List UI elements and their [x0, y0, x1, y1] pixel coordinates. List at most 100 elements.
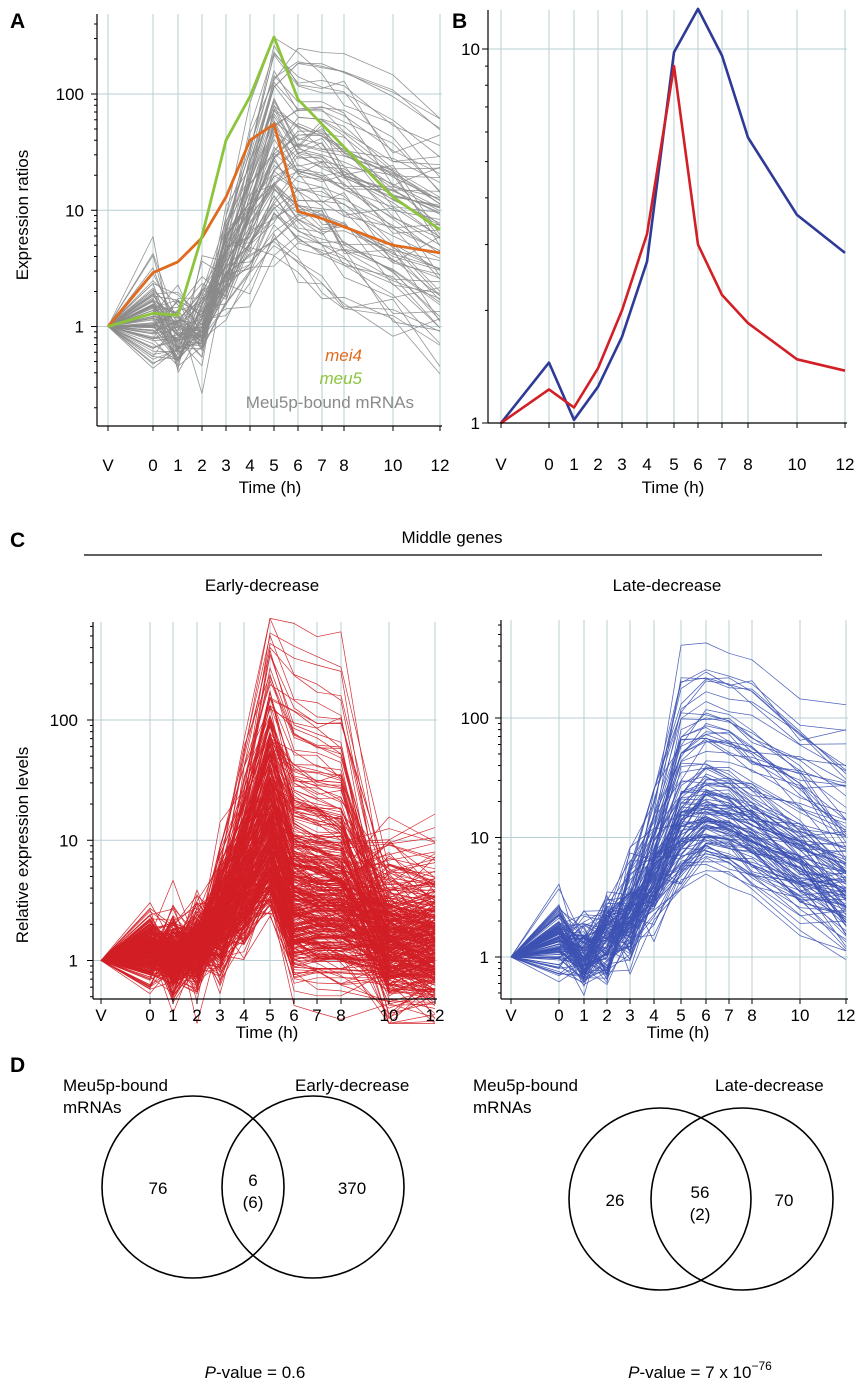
venn-right-set-a-line2: mRNAs	[473, 1098, 532, 1117]
legend-meu5: meu5	[319, 369, 362, 388]
early-decrease-gene-line	[100, 825, 436, 979]
late-decrease-gene-line	[510, 718, 847, 958]
early-decrease-gene-line	[100, 832, 436, 966]
bound-mrna-line	[107, 106, 441, 327]
panel-c-right-y-tick-label: 100	[461, 709, 489, 728]
early-decrease-gene-line	[100, 854, 436, 987]
early-decrease-gene-line	[100, 788, 436, 1024]
venn-left-set-a-line1: Meu5p-bound	[63, 1076, 168, 1095]
early-decrease-gene-line	[100, 869, 436, 961]
panel-b-x-tick-label: 3	[617, 455, 626, 474]
late-decrease-gene-line	[510, 789, 847, 958]
late-decrease-gene-line	[510, 701, 847, 975]
late-decrease-gene-line	[510, 844, 847, 958]
venn-right-only-b: 70	[775, 1191, 794, 1210]
venn-left-circle-a	[101, 1095, 285, 1279]
early-decrease-gene-line	[100, 902, 436, 982]
panel-b-x-tick-label: 8	[743, 455, 752, 474]
panel-a-y-tick-label: 100	[56, 85, 84, 104]
venn-left-pvalue-p: P	[205, 1363, 217, 1382]
early-decrease-gene-line	[100, 893, 436, 997]
panel-c-left-xlabel: Time (h)	[236, 1023, 299, 1042]
bound-mrna-line	[107, 170, 441, 355]
panel-c-letter: C	[10, 529, 25, 552]
panel-a-xlabel: Time (h)	[239, 478, 302, 497]
venn-left-only-b: 370	[338, 1179, 366, 1198]
panel-a-x-tick-label: 10	[384, 456, 403, 475]
panel-b-x-tick-label: 5	[669, 455, 678, 474]
bound-mrna-line	[107, 85, 441, 327]
panel-c-left-x-tick-label: 5	[265, 1006, 274, 1025]
late-decrease-gene-line	[510, 712, 847, 961]
venn-right-both: 56	[691, 1183, 710, 1202]
late-decrease-gene-line	[510, 642, 847, 958]
panel-a-x-tick-label: 5	[269, 456, 278, 475]
bound-mrna-line	[107, 213, 441, 331]
late-decrease-gene-line	[510, 723, 847, 958]
early-decrease-gene-line	[100, 899, 436, 1020]
panel-a-x-tick-label: 8	[339, 456, 348, 475]
early-decrease-gene-line	[100, 872, 436, 981]
panel-b-x-tick-label: 0	[544, 455, 553, 474]
venn-right-circle-b	[650, 1107, 834, 1291]
late-decrease-gene-line	[510, 801, 847, 964]
panel-c-right-x-tick-label: V	[505, 1006, 517, 1025]
panel-c-right-x-tick-label: 0	[554, 1006, 563, 1025]
mei4-line	[106, 122, 441, 328]
late-decrease-gene-line	[510, 870, 847, 981]
panel-a-x-tick-label: 2	[197, 456, 206, 475]
late-decrease-gene-line	[510, 842, 847, 974]
panel-c-left-x-tick-label: 1	[168, 1006, 177, 1025]
panel-b-letter: B	[452, 10, 467, 33]
early-decrease-gene-line	[100, 754, 436, 974]
venn-left-only-a: 76	[149, 1179, 168, 1198]
late-decrease-gene-line	[510, 840, 847, 983]
bound-mrna-line	[107, 63, 441, 327]
panel-c-left-x-tick-label: V	[95, 1006, 107, 1025]
panel-c-right-x-tick-label: 7	[724, 1006, 733, 1025]
panel-c-right-x-tick-label: 12	[837, 1006, 856, 1025]
panel-c-right-x-tick-label: 5	[676, 1006, 685, 1025]
early-decrease-gene-line	[100, 643, 436, 972]
late-decrease-gene-line	[510, 767, 847, 958]
late-decrease-gene-line	[510, 738, 847, 976]
venn-right: Meu5p-bound mRNAs Late-decrease 26 56 (2…	[473, 1076, 834, 1382]
late-decrease-gene-line	[510, 677, 847, 958]
venn-left-pvalue: P-value = 0.6	[205, 1363, 306, 1382]
panel-a-x-tick-label: 3	[221, 456, 230, 475]
bound-mrna-line	[107, 148, 441, 343]
early-decrease-gene-line	[100, 850, 436, 982]
panel-b-x-tick-label: V	[495, 455, 507, 474]
early-decrease-gene-line	[100, 838, 436, 961]
panel-c-right-y-tick-label: 1	[480, 948, 489, 967]
legend-mei4: mei4	[325, 346, 362, 365]
panel-b-x-tick-label: 1	[569, 455, 578, 474]
bound-mrna-line	[107, 116, 441, 348]
late-decrease-gene-line	[510, 677, 847, 975]
panel-c-right-title: Late-decrease	[613, 576, 722, 595]
bound-mrna-line	[107, 234, 441, 339]
venn-right-pvalue-exp: −76	[751, 1359, 772, 1373]
panel-c-ylabel: Relative expression levels	[13, 747, 32, 944]
bound-mrna-line	[107, 109, 441, 349]
bound-mrna-line	[107, 237, 441, 367]
late-decrease-gene-line	[510, 853, 847, 976]
panel-b-x-tick-label: 12	[836, 455, 855, 474]
late-decrease-gene-line	[510, 842, 847, 967]
late-decrease-gene-line	[510, 782, 847, 958]
panel-c-right-lines	[510, 642, 847, 996]
venn-left: Meu5p-bound mRNAs Early-decrease 76 6 (6…	[63, 1076, 409, 1382]
late-decrease-gene-line	[510, 811, 847, 961]
panel-c-right-x-tick-label: 4	[649, 1006, 658, 1025]
early-decrease-gene-line	[100, 821, 436, 969]
panel-c-left-x-tick-label: 3	[215, 1006, 224, 1025]
early-decrease-gene-line	[100, 878, 436, 979]
panel-b-x-tick-label: 7	[717, 455, 726, 474]
panel-c-left-x-tick-label: 2	[192, 1006, 201, 1025]
panel-c-left-y-tick-label: 100	[50, 711, 78, 730]
early-decrease-gene-line	[100, 841, 436, 961]
